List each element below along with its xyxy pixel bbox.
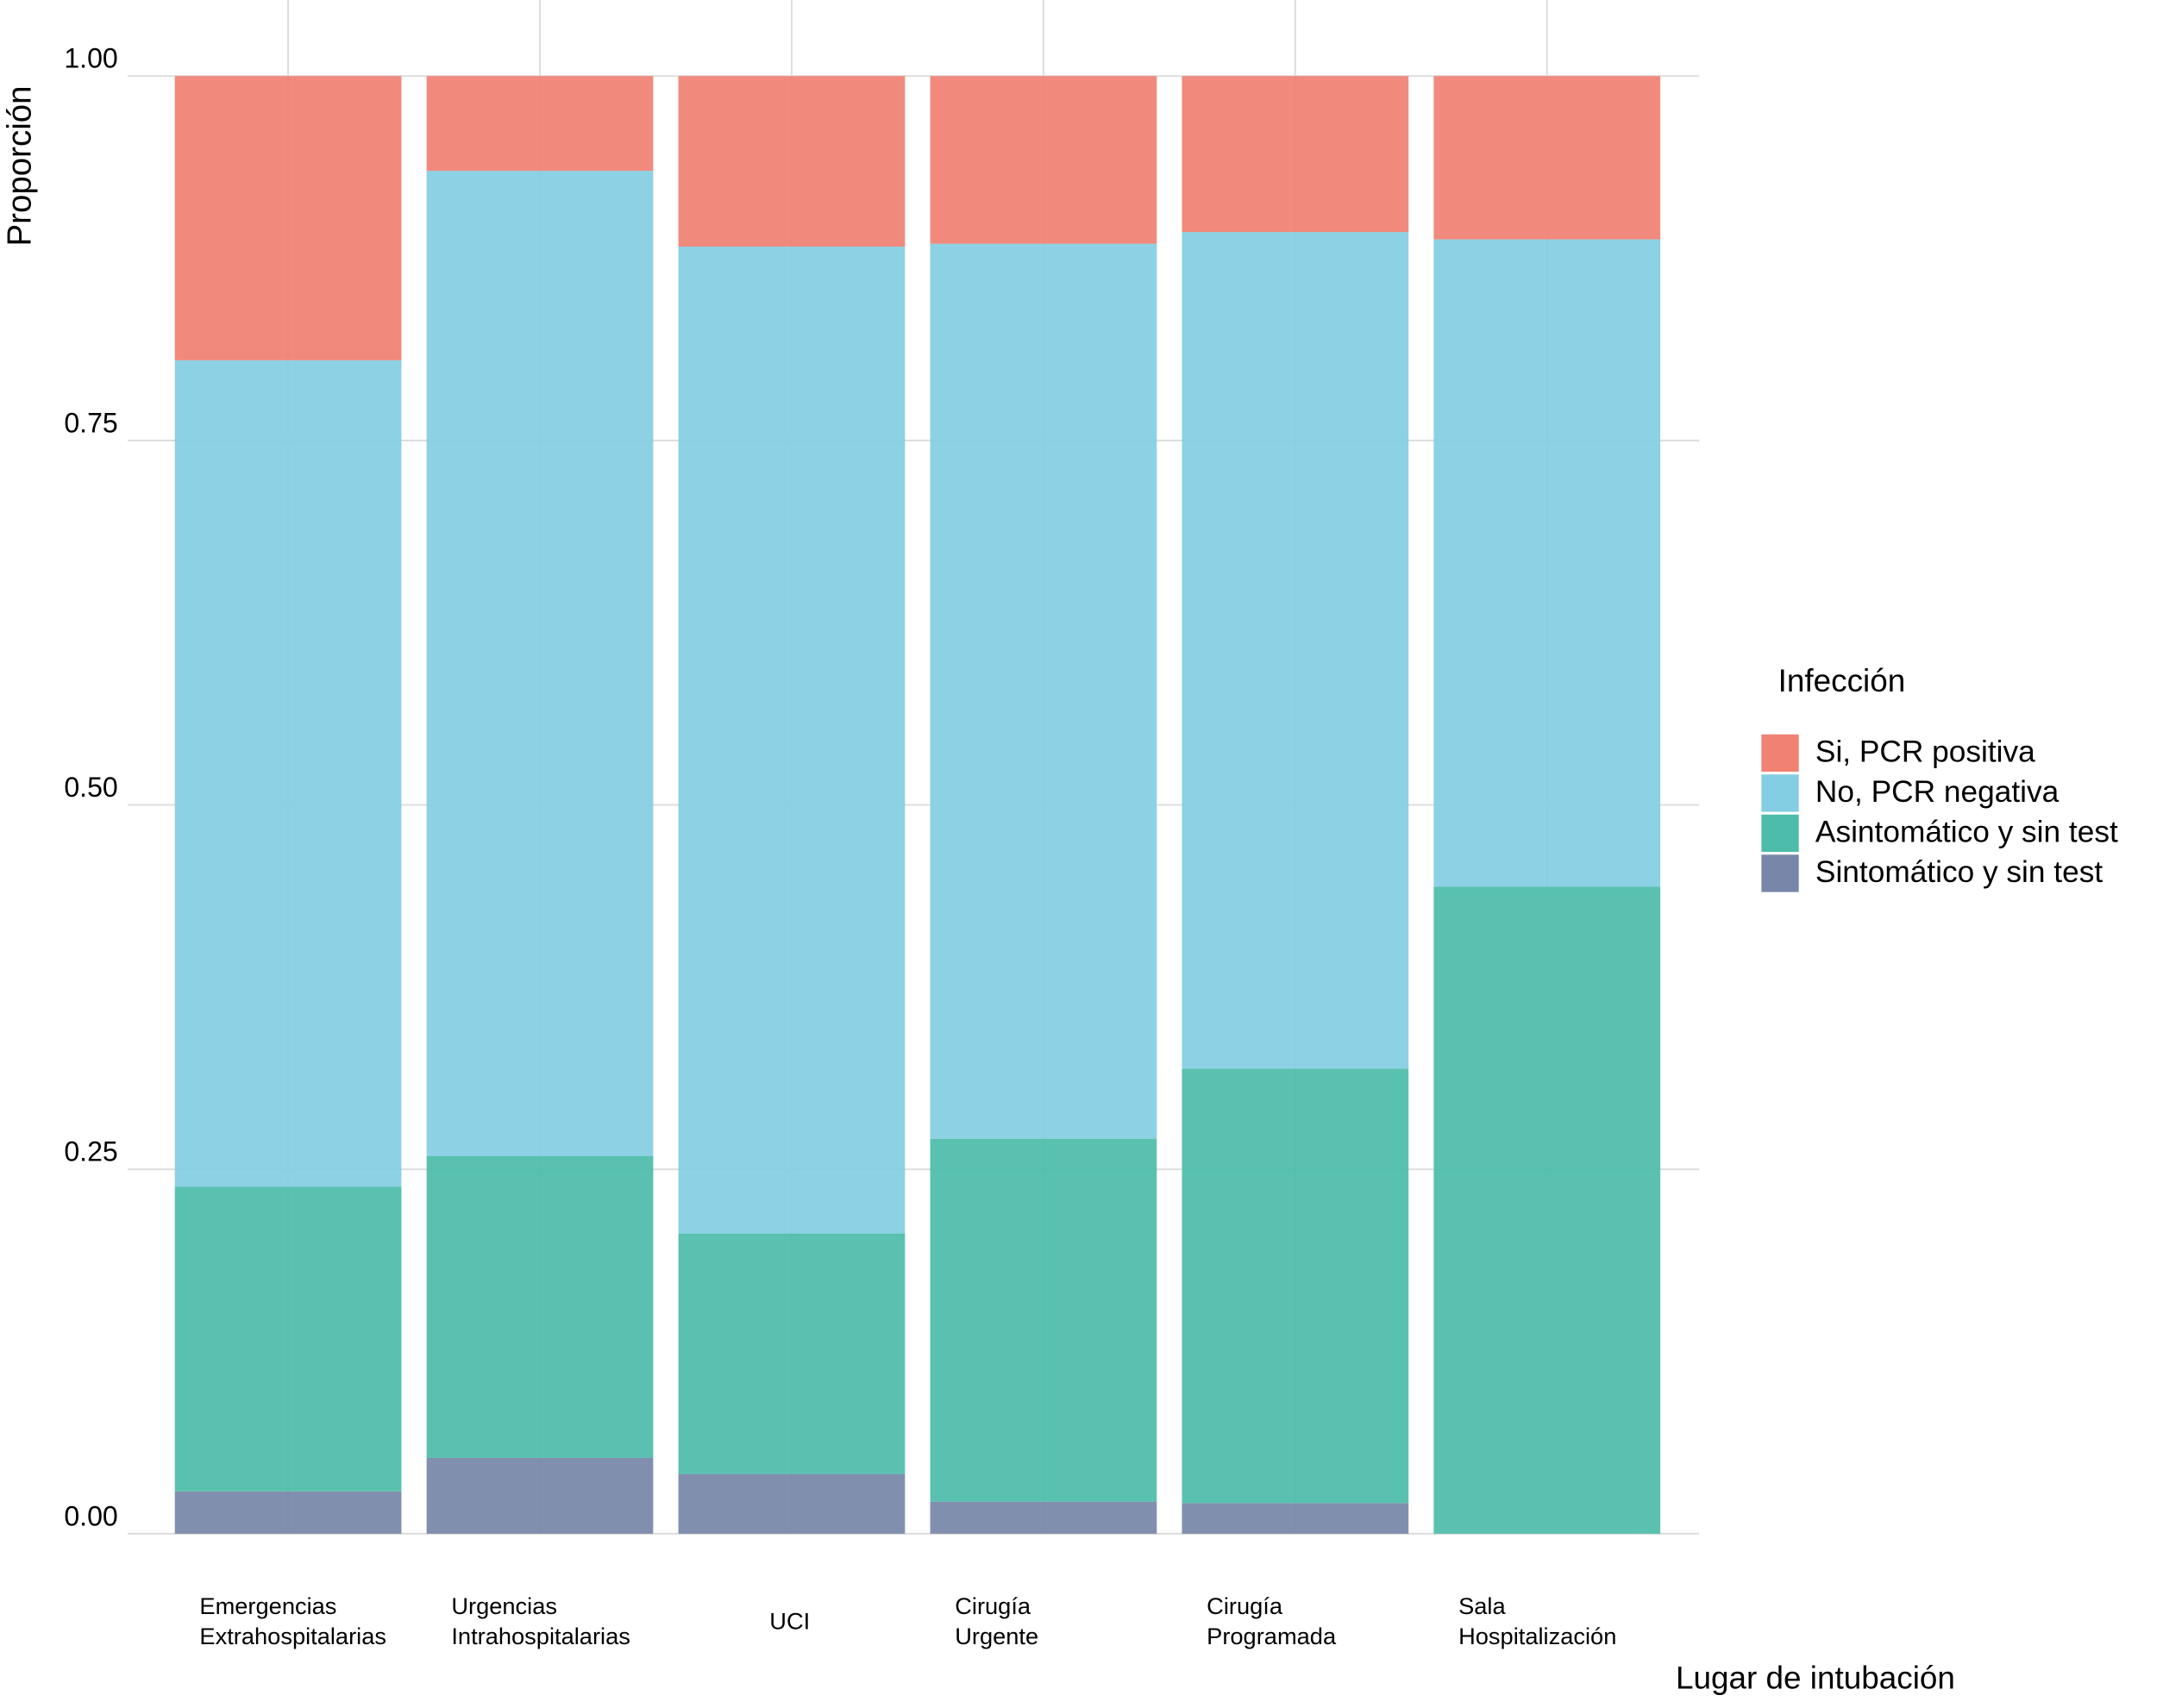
legend-swatch xyxy=(1761,814,1799,853)
x-tick-label: Hospitalización xyxy=(1458,1623,1616,1649)
bar-segment xyxy=(1182,76,1409,233)
bar-segment xyxy=(678,1473,906,1534)
y-tick-label: 0.75 xyxy=(64,407,117,438)
bar-segment xyxy=(1433,76,1661,240)
legend-swatch xyxy=(1761,774,1799,812)
bar-segment xyxy=(930,1501,1157,1534)
bar-segment xyxy=(174,1491,402,1534)
x-tick-label: Urgencias xyxy=(451,1592,557,1619)
x-axis-label: Lugar de intubación xyxy=(1676,1661,1955,1696)
bar-segment xyxy=(426,1457,654,1534)
y-tick-label: 0.25 xyxy=(64,1136,117,1167)
x-tick-label: Extrahospitalarias xyxy=(199,1623,386,1649)
x-tick-label: Intrahospitalarias xyxy=(451,1623,630,1649)
x-tick-label: Sala xyxy=(1458,1592,1506,1619)
bar-segment xyxy=(1182,232,1409,1069)
bar-segment xyxy=(1182,1068,1409,1504)
x-tick-label: UCI xyxy=(769,1608,810,1635)
bar-segment xyxy=(930,1138,1157,1502)
legend-label: Si, PCR positiva xyxy=(1815,735,2035,769)
x-tick-label: Emergencias xyxy=(199,1592,336,1619)
x-tick-label: Programada xyxy=(1207,1623,1337,1649)
bar-segment xyxy=(678,1233,906,1474)
y-tick-label: 1.00 xyxy=(64,43,117,74)
y-tick-label: 0.50 xyxy=(64,772,117,803)
legend-title: Infección xyxy=(1778,663,1906,698)
bar-segment xyxy=(426,171,654,1157)
bar-segment xyxy=(930,76,1157,244)
bar-segment xyxy=(1433,239,1661,887)
bar-segment xyxy=(174,76,402,360)
legend-label: Asintomático y sin test xyxy=(1815,816,2118,849)
bar-segment xyxy=(426,76,654,172)
bar-segment xyxy=(174,1186,402,1492)
legend-label: Sintomático y sin test xyxy=(1815,855,2103,889)
legend-label: No, PCR negativa xyxy=(1815,775,2060,809)
bar-segment xyxy=(174,360,402,1187)
x-tick-label: Cirugía xyxy=(1207,1592,1283,1619)
legend-swatch xyxy=(1761,734,1799,773)
x-tick-label: Cirugía xyxy=(955,1592,1031,1619)
bar-segment xyxy=(426,1156,654,1458)
bar-segment xyxy=(678,247,906,1234)
bar-segment xyxy=(1433,886,1661,1534)
x-tick-label: Urgente xyxy=(955,1623,1038,1649)
bar-segment xyxy=(930,243,1157,1139)
y-tick-label: 0.00 xyxy=(64,1500,117,1531)
bar-segment xyxy=(678,76,906,247)
bar-segment xyxy=(1182,1503,1409,1534)
legend-swatch xyxy=(1761,854,1799,892)
y-axis-label: Proporción xyxy=(2,85,39,246)
